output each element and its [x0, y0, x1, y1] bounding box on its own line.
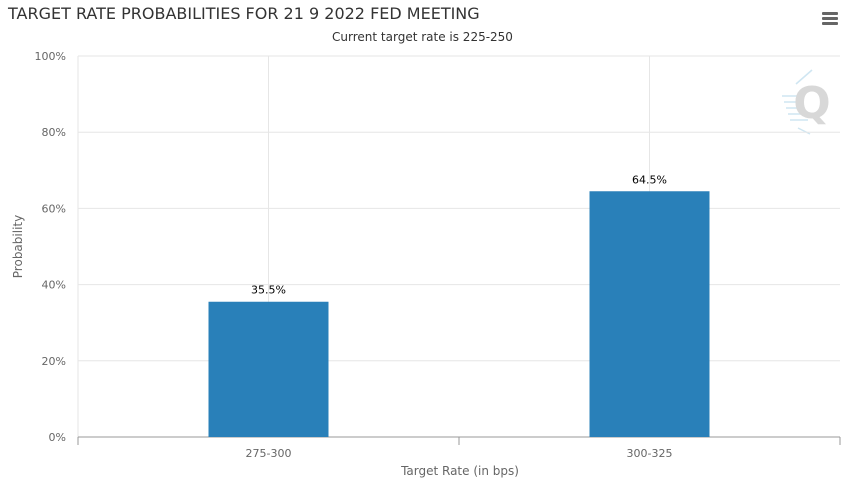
watermark-letter: Q [793, 78, 830, 129]
y-tick-label: 0% [49, 431, 66, 444]
x-axis-title: Target Rate (in bps) [400, 464, 519, 478]
bar[interactable] [208, 301, 329, 437]
x-tick-label: 275-300 [246, 447, 292, 460]
y-axis-title: Probability [11, 215, 25, 278]
hamburger-menu-icon[interactable] [820, 10, 840, 28]
data-label: 64.5% [632, 173, 667, 186]
y-tick-label: 100% [35, 50, 66, 63]
x-tick-label: 300-325 [627, 447, 673, 460]
chart-subtitle: Current target rate is 225-250 [332, 30, 513, 44]
data-label: 35.5% [251, 284, 286, 297]
y-tick-label: 20% [42, 355, 66, 368]
chart-title: TARGET RATE PROBABILITIES FOR 21 9 2022 … [8, 4, 480, 23]
y-tick-label: 60% [42, 202, 66, 215]
bar[interactable] [589, 191, 710, 437]
y-tick-label: 80% [42, 126, 66, 139]
y-tick-label: 40% [42, 279, 66, 292]
quikstrike-logo-icon: Q [782, 69, 831, 135]
